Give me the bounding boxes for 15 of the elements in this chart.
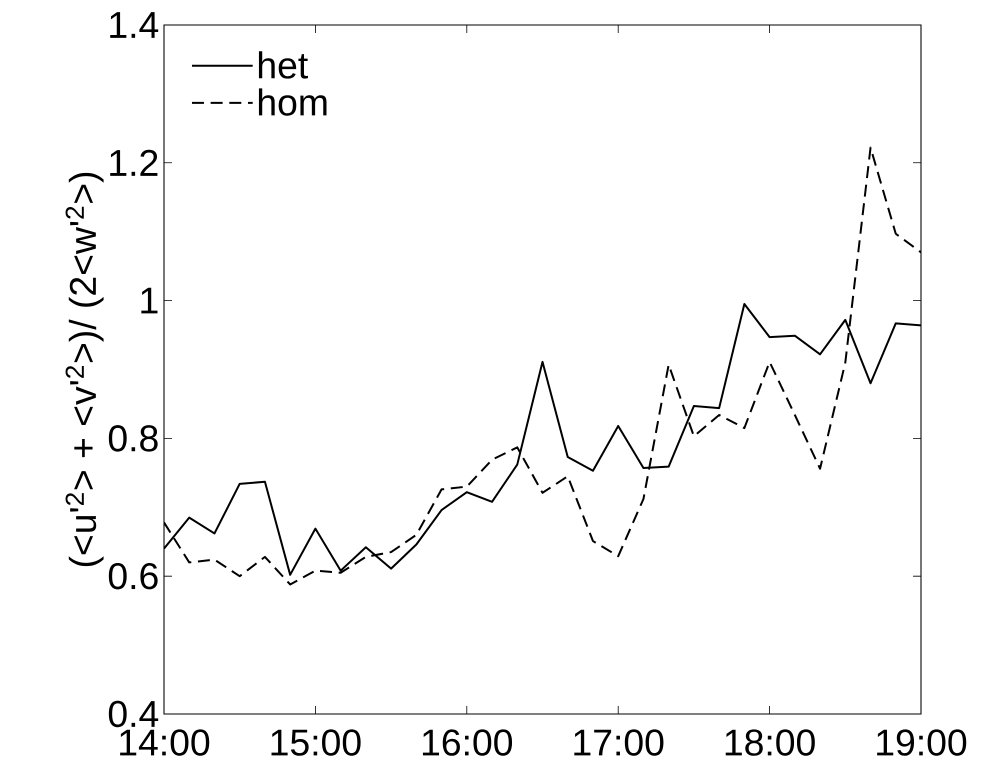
y-tick-label: 1.2 <box>110 150 158 176</box>
y-tick-label: 0.8 <box>108 425 158 452</box>
x-tick-label: 18:00 <box>726 729 815 756</box>
x-tick-label: 16:00 <box>422 729 512 756</box>
y-axis-title: (<u'$^{2}$> + <v'$^{2}$>)/ (2<w'$^{2}$>) <box>66 172 104 566</box>
legend-label: het <box>258 51 308 79</box>
y-tick-label: 0.6 <box>108 562 158 590</box>
x-tick-label: 17:00 <box>574 729 664 756</box>
y-tick-label: 1.4 <box>110 12 158 38</box>
x-tick-label: 19:00 <box>877 729 966 756</box>
y-tick-label: 0.4 <box>108 700 158 728</box>
x-tick-label: 14:00 <box>120 729 210 756</box>
legend-label: hom <box>258 88 326 116</box>
x-tick-label: 15:00 <box>272 729 361 756</box>
y-tick-label: 1 <box>141 288 158 314</box>
